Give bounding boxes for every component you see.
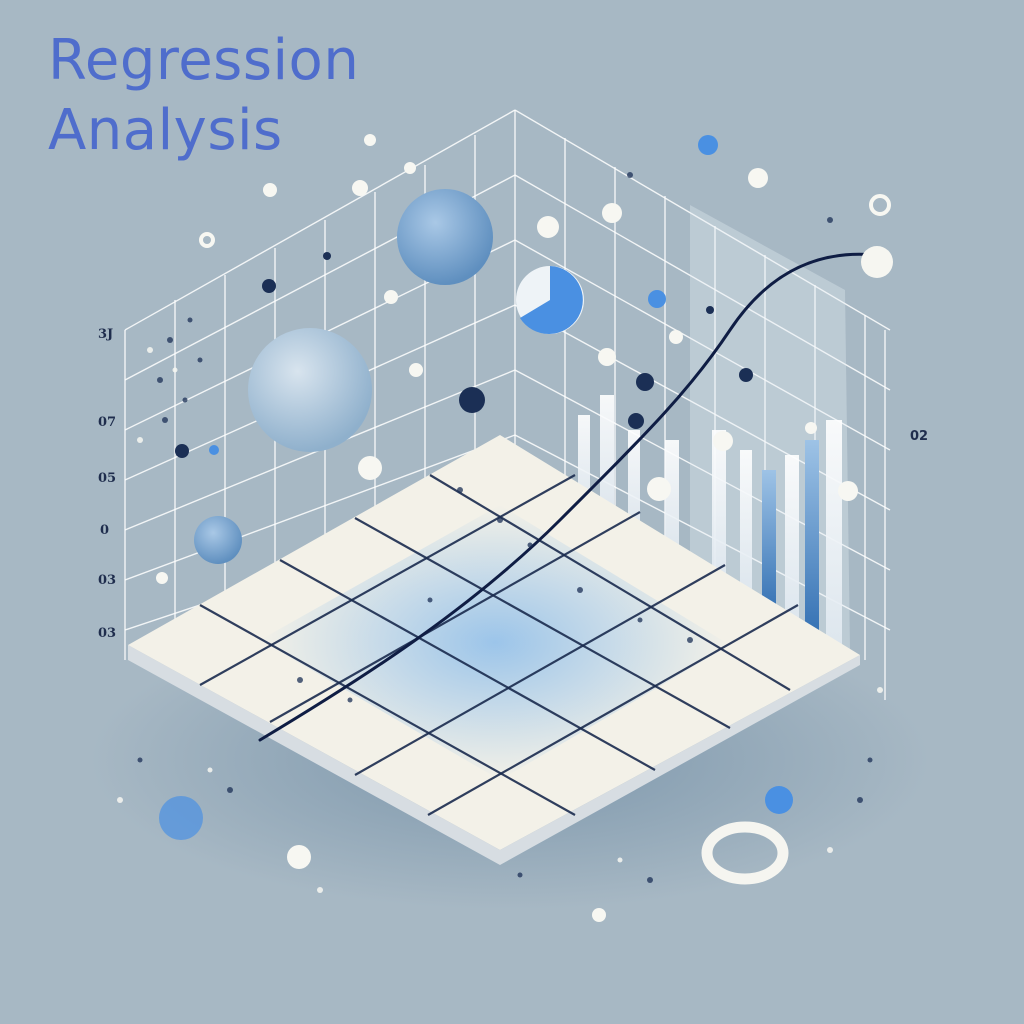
axis-label-5: 03 bbox=[98, 573, 117, 588]
medium-sphere bbox=[397, 189, 493, 285]
title-line-2: Analysis bbox=[48, 98, 283, 163]
bar bbox=[826, 420, 842, 660]
bar bbox=[805, 440, 819, 645]
ring-icon bbox=[701, 821, 789, 885]
white-dots bbox=[156, 134, 858, 922]
right-wall-grid bbox=[514, 109, 891, 700]
speckles bbox=[137, 172, 873, 883]
page-title: Regression Analysis bbox=[48, 26, 359, 166]
ring-dots bbox=[199, 194, 891, 248]
axis-label-3: 05 bbox=[98, 471, 117, 486]
small-sphere bbox=[194, 516, 242, 564]
bar bbox=[762, 470, 776, 620]
pie-chart-icon bbox=[516, 266, 584, 334]
axis-label-6: 03 bbox=[98, 626, 117, 641]
bar bbox=[785, 455, 799, 630]
axis-label-1: 3J bbox=[98, 327, 114, 342]
title-line-1: Regression bbox=[48, 28, 360, 93]
axis-label-4: 0 bbox=[100, 523, 110, 538]
floor-tiles bbox=[128, 435, 860, 865]
navy-dots bbox=[175, 252, 753, 458]
speckles-light bbox=[117, 347, 883, 893]
bar bbox=[712, 430, 726, 590]
blue-dots bbox=[159, 135, 793, 840]
bar bbox=[665, 440, 679, 570]
curve-endpoint bbox=[861, 246, 893, 278]
axis-label-2: 07 bbox=[98, 415, 117, 430]
large-sphere bbox=[248, 328, 372, 452]
bar bbox=[740, 450, 752, 605]
regression-curve bbox=[258, 252, 877, 742]
right-axis-label: 02 bbox=[910, 429, 929, 444]
